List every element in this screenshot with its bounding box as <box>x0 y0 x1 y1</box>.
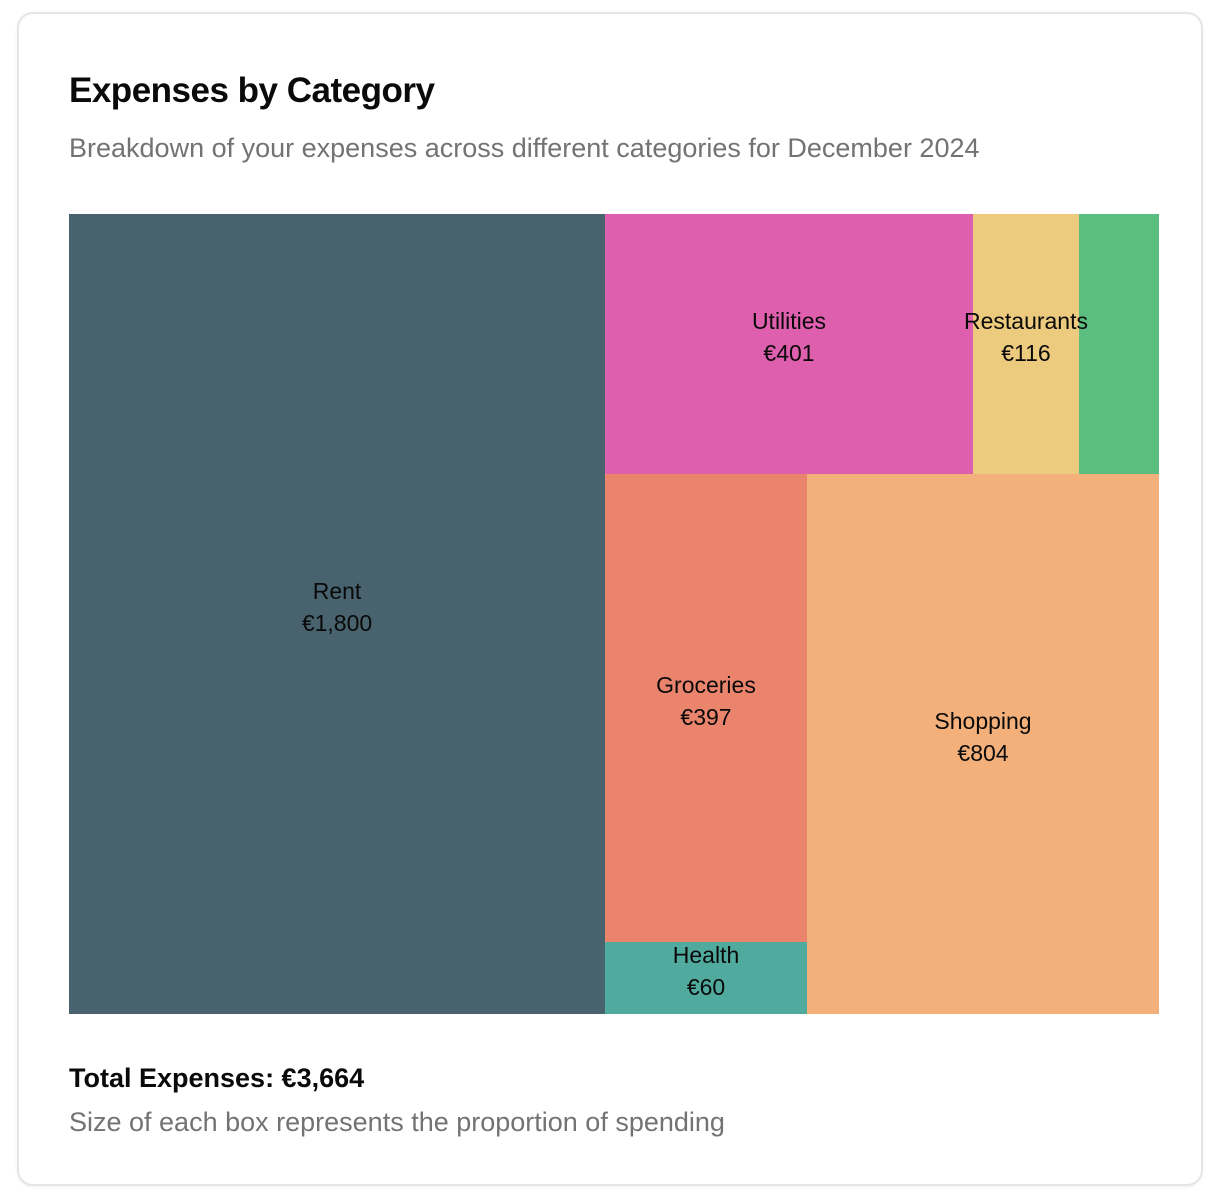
restaurants-cell[interactable] <box>973 214 1079 474</box>
rent-cell[interactable]: Rent €1,800 <box>69 214 605 1014</box>
health-cell[interactable]: Health €60 <box>605 942 807 1014</box>
utilities-rect[interactable] <box>605 214 973 474</box>
shopping-value: €804 <box>957 740 1008 766</box>
utilities-name: Utilities <box>752 308 826 334</box>
other-cell[interactable] <box>1079 214 1159 474</box>
other-rect[interactable] <box>1079 214 1159 474</box>
restaurants-value: €116 <box>1001 340 1050 366</box>
groceries-value: €397 <box>680 704 731 730</box>
expenses-card: Expenses by Category Breakdown of your e… <box>17 12 1203 1186</box>
treemap-chart: Rent €1,800 Utilities €401 Restaurants €… <box>69 214 1159 1014</box>
rent-rect[interactable] <box>69 214 605 1014</box>
card-title: Expenses by Category <box>69 71 435 110</box>
health-name: Health <box>673 942 739 968</box>
shopping-name: Shopping <box>934 708 1031 734</box>
utilities-cell[interactable]: Utilities €401 <box>605 214 973 474</box>
shopping-rect[interactable] <box>807 474 1159 1014</box>
rent-name: Rent <box>313 578 362 604</box>
shopping-cell[interactable]: Shopping €804 <box>807 474 1159 1014</box>
restaurants-name: Restaurants <box>964 308 1088 334</box>
card-subtitle: Breakdown of your expenses across differ… <box>69 133 980 163</box>
groceries-name: Groceries <box>656 672 756 698</box>
restaurants-rect[interactable] <box>973 214 1079 474</box>
rent-value: €1,800 <box>302 610 372 636</box>
health-rect[interactable] <box>605 942 807 1014</box>
utilities-value: €401 <box>763 340 814 366</box>
groceries-rect[interactable] <box>605 474 807 942</box>
health-value: €60 <box>687 974 725 1000</box>
restaurants-labels: Restaurants €116 <box>964 308 1088 366</box>
total-expenses: Total Expenses: €3,664 <box>69 1063 365 1093</box>
treemap-svg: Rent €1,800 Utilities €401 Restaurants €… <box>69 214 1159 1014</box>
chart-note: Size of each box represents the proporti… <box>69 1107 725 1137</box>
groceries-cell[interactable]: Groceries €397 <box>605 474 807 942</box>
